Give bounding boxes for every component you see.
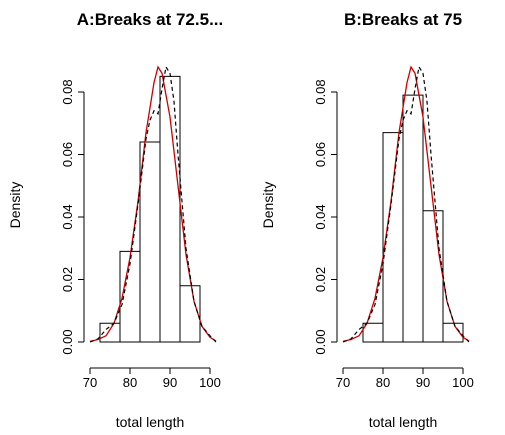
panel-b-bar — [422, 210, 444, 343]
panel-a-bar — [139, 141, 161, 343]
panel-a-y-label: Density — [7, 182, 23, 229]
panel-a-x-tick-label: 100 — [199, 375, 221, 390]
panel-b-normal-curve — [342, 65, 470, 343]
panel-a: A:Breaks at 72.5... total length Density… — [7, 10, 223, 430]
panel-a-title: A:Breaks at 72.5... — [77, 10, 223, 29]
panel-b-plot-area: 0.00 0.02 0.04 0.06 0.08 70 80 90 100 — [313, 65, 474, 390]
panel-b-x-tick-label: 90 — [416, 375, 430, 390]
panel-a-y-tick-label: 0.06 — [60, 142, 75, 167]
panel-b-y-tick-label: 0.08 — [313, 79, 328, 104]
panel-b-y-tick-label: 0.04 — [313, 204, 328, 229]
panel-a-x-tick-label: 70 — [83, 375, 97, 390]
panel-b-x-tick-label: 100 — [452, 375, 474, 390]
panel-b-x-tick-label: 80 — [376, 375, 390, 390]
panel-b-y-tick-label: 0.02 — [313, 267, 328, 292]
panel-b-bar — [402, 94, 424, 343]
panel-a-normal-curve — [89, 65, 217, 343]
panel-a-x-tick-label: 80 — [123, 375, 137, 390]
panel-a-x-label: total length — [116, 414, 185, 430]
panel-b-y-tick-label: 0.06 — [313, 142, 328, 167]
panel-a-y-tick-label: 0.04 — [60, 204, 75, 229]
panel-b-bar — [442, 322, 464, 343]
panel-b: B:Breaks at 75 total length Density 0.00… — [260, 10, 474, 430]
panel-b-x-tick-label: 70 — [336, 375, 350, 390]
panel-b-title: B:Breaks at 75 — [344, 10, 462, 29]
panel-a-bar — [179, 285, 201, 343]
panel-a-x-tick-label: 90 — [163, 375, 177, 390]
panel-b-y-tick-label: 0.00 — [313, 329, 328, 354]
panel-a-y-tick-label: 0.08 — [60, 79, 75, 104]
panel-a-y-tick-label: 0.00 — [60, 329, 75, 354]
panel-a-density-curve — [89, 65, 217, 343]
panel-b-x-label: total length — [369, 414, 438, 430]
panel-b-y-label: Density — [260, 182, 276, 229]
panel-b-density-curve — [342, 65, 470, 343]
panel-a-y-tick-label: 0.02 — [60, 267, 75, 292]
panel-a-plot-area: 0.00 0.02 0.04 0.06 0.08 70 80 90 100 — [60, 65, 221, 390]
